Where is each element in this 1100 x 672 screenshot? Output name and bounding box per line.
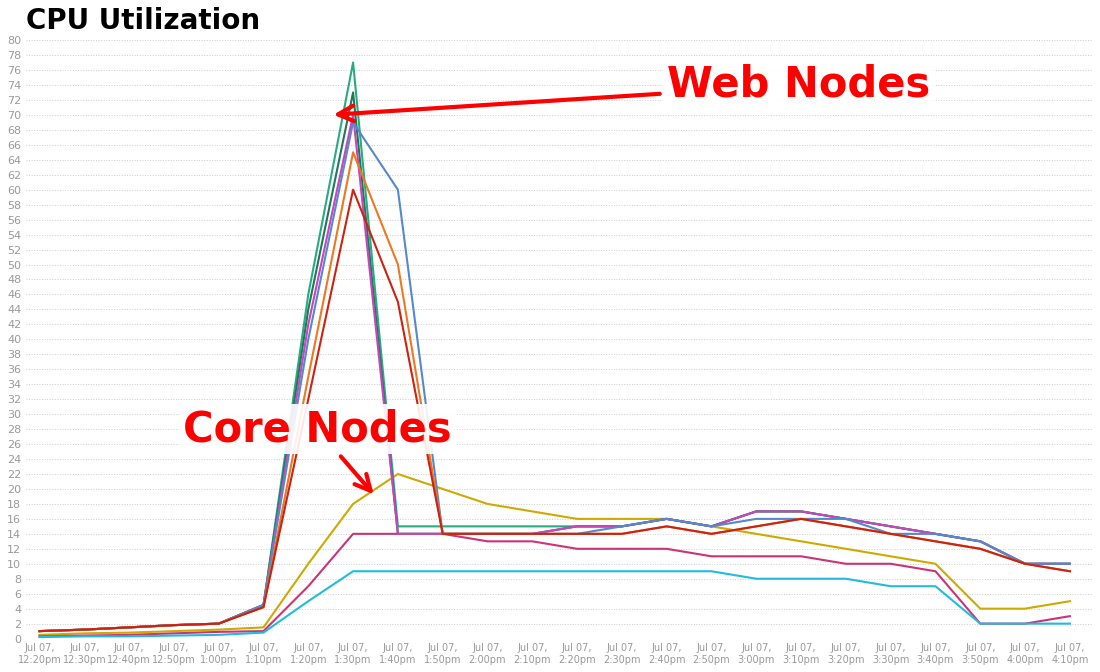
Text: Web Nodes: Web Nodes bbox=[338, 64, 930, 121]
Text: Core Nodes: Core Nodes bbox=[183, 408, 451, 491]
Text: CPU Utilization: CPU Utilization bbox=[26, 7, 261, 35]
